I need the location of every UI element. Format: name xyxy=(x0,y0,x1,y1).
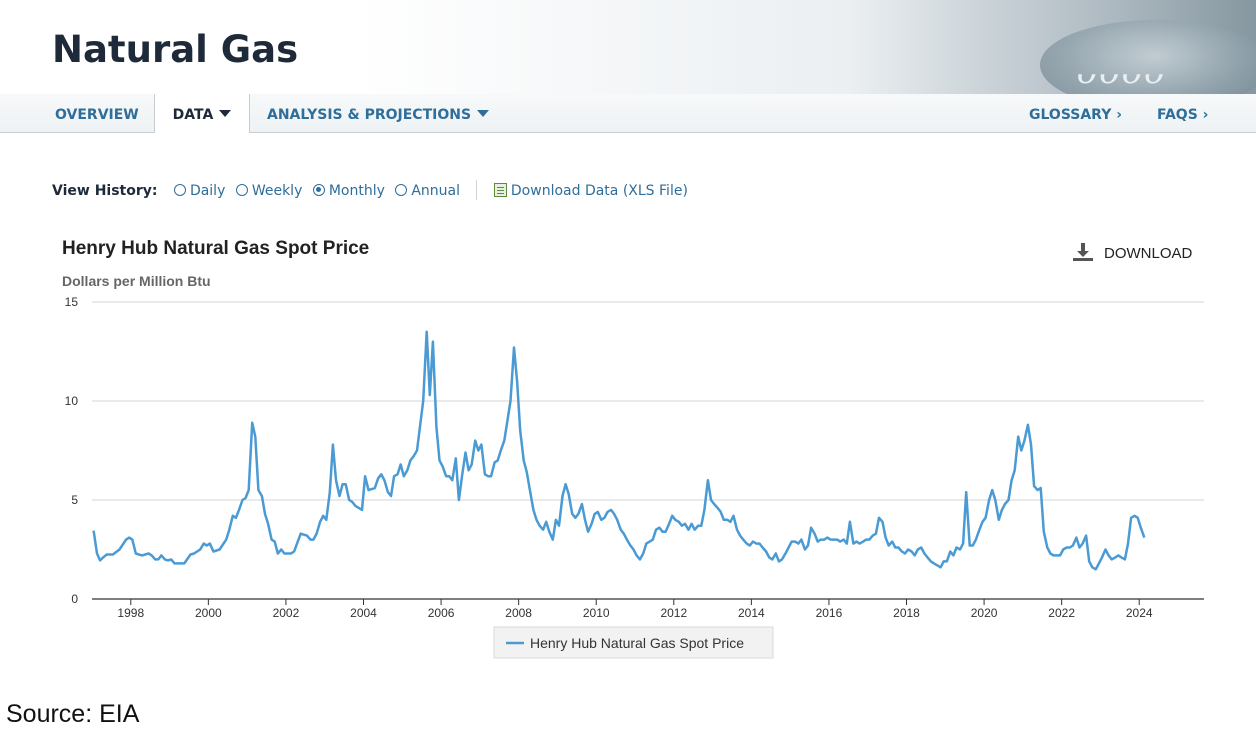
tab-data-label: DATA xyxy=(172,107,214,123)
price-chart: 0 5 10 15 1998 2000 2002 2004 2006 2008 2010 2012 2… xyxy=(65,295,1204,659)
y-tick-label: 10 xyxy=(65,394,79,408)
top-nav: OVERVIEW DATA ANALYSIS & PROJECTIONS GLO… xyxy=(0,94,1256,133)
x-tick-label: 2016 xyxy=(816,606,843,620)
legend-box xyxy=(493,626,774,659)
chevron-down-icon xyxy=(477,110,490,117)
source-caption: Source: EIA xyxy=(6,700,140,728)
grid-lines xyxy=(92,301,1204,600)
x-tick-label: 2014 xyxy=(738,606,765,620)
x-tick-label: 2012 xyxy=(660,606,687,620)
y-axis-ticks: 0 5 10 15 xyxy=(65,295,79,606)
tab-overview[interactable]: OVERVIEW xyxy=(55,94,139,132)
y-tick-label: 0 xyxy=(71,592,78,606)
radio-monthly-label[interactable]: Monthly xyxy=(328,183,385,199)
x-tick-label: 2020 xyxy=(971,606,998,620)
glossary-link[interactable]: GLOSSARY › xyxy=(1029,107,1122,123)
radio-weekly-label[interactable]: Weekly xyxy=(251,183,303,199)
tab-overview-label: OVERVIEW xyxy=(55,107,139,123)
x-tick-label: 2004 xyxy=(350,606,377,620)
x-tick-label: 2022 xyxy=(1048,606,1075,620)
divider xyxy=(476,180,478,200)
series-line-henry-hub xyxy=(92,330,1146,571)
x-tick-label: 1998 xyxy=(117,606,144,620)
radio-annual[interactable] xyxy=(395,184,408,196)
chart-y-unit-label: Dollars per Million Btu xyxy=(62,273,211,289)
x-tick-label: 2010 xyxy=(583,606,610,620)
tab-analysis-projections[interactable]: ANALYSIS & PROJECTIONS xyxy=(267,94,490,132)
faqs-link[interactable]: FAQS › xyxy=(1157,107,1209,123)
radio-monthly[interactable] xyxy=(312,184,325,196)
chart-legend[interactable]: Henry Hub Natural Gas Spot Price xyxy=(493,626,774,659)
chevron-down-icon xyxy=(219,110,232,117)
x-tick-label: 2018 xyxy=(893,606,920,620)
tab-analysis-label: ANALYSIS & PROJECTIONS xyxy=(267,107,472,123)
legend-label: Henry Hub Natural Gas Spot Price xyxy=(530,635,744,651)
x-tick-label: 2002 xyxy=(273,606,300,620)
download-xls-link[interactable]: Download Data (XLS File) xyxy=(510,183,688,199)
x-axis-ticks: 1998 2000 2002 2004 2006 2008 2010 2012 2014 2016… xyxy=(117,599,1153,620)
gas-burner-image xyxy=(1040,20,1256,94)
view-history-label: View History: xyxy=(52,183,158,199)
header-banner: ᴗᴗᴗᴗ Natural Gas xyxy=(0,0,1256,94)
radio-daily-label[interactable]: Daily xyxy=(189,183,226,199)
spreadsheet-icon xyxy=(493,183,507,197)
page-title: Natural Gas xyxy=(52,28,299,71)
chart-title: Henry Hub Natural Gas Spot Price xyxy=(62,238,370,259)
y-tick-label: 15 xyxy=(65,295,79,309)
download-button-label: DOWNLOAD xyxy=(1104,245,1193,262)
y-tick-label: 5 xyxy=(71,493,78,507)
x-tick-label: 2006 xyxy=(428,606,455,620)
burner-flames-image: ᴗᴗᴗᴗ xyxy=(1075,52,1165,92)
x-tick-label: 2024 xyxy=(1126,606,1153,620)
radio-daily[interactable] xyxy=(173,184,186,196)
radio-annual-label[interactable]: Annual xyxy=(411,183,460,199)
view-history-bar: View History: Daily Weekly Monthly Annua… xyxy=(52,180,688,200)
tab-data[interactable]: DATA xyxy=(154,94,250,133)
download-button[interactable]: DOWNLOAD xyxy=(1072,243,1192,262)
x-tick-label: 2008 xyxy=(505,606,532,620)
x-tick-label: 2000 xyxy=(195,606,222,620)
download-icon xyxy=(1073,243,1093,261)
radio-weekly[interactable] xyxy=(235,184,248,196)
